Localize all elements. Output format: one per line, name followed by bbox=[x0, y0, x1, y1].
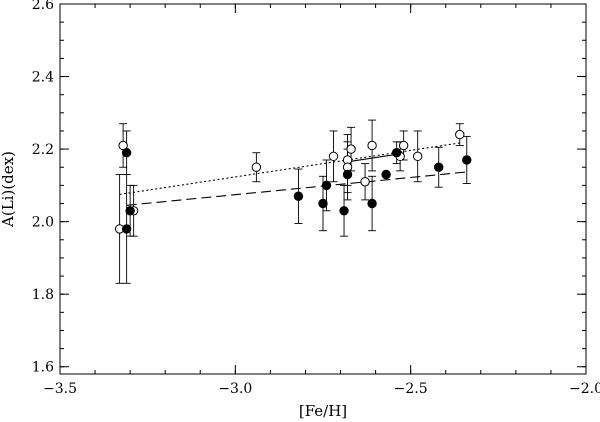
open-data-point bbox=[367, 140, 377, 151]
filled-data-point bbox=[125, 206, 135, 216]
y-tick-label: 2.4 bbox=[32, 70, 54, 86]
error-bars bbox=[115, 119, 471, 284]
axis-ticks bbox=[59, 3, 587, 374]
y-tick-label: 2.2 bbox=[32, 142, 54, 158]
open-data-point bbox=[398, 140, 409, 151]
fit-line-dashed bbox=[126, 171, 467, 206]
filled-data-point bbox=[321, 180, 332, 191]
fit-line-dotted bbox=[119, 142, 460, 195]
filled-data-point bbox=[391, 148, 402, 158]
y-tick-labels: 1.6 1.8 2.0 2.2 2.4 2.6 bbox=[32, 0, 54, 376]
fit-lines bbox=[119, 142, 467, 206]
filled-data-point bbox=[434, 162, 444, 172]
open-data-point bbox=[346, 144, 356, 154]
open-data-point bbox=[328, 151, 339, 162]
y-axis-title: A(Li)(dex) bbox=[0, 151, 17, 228]
x-tick-label: −3.5 bbox=[43, 381, 77, 397]
filled-data-point bbox=[121, 148, 132, 158]
y-tick-label: 2.0 bbox=[32, 215, 54, 231]
data-points bbox=[114, 129, 472, 234]
open-data-point bbox=[360, 177, 370, 187]
open-data-point bbox=[412, 151, 423, 162]
filled-data-point bbox=[367, 198, 377, 209]
filled-data-point bbox=[293, 191, 304, 201]
filled-data-point bbox=[318, 198, 328, 209]
filled-data-point bbox=[121, 224, 132, 234]
x-tick-label: −3.0 bbox=[218, 381, 252, 397]
y-tick-label: 1.6 bbox=[32, 360, 54, 376]
open-data-point bbox=[455, 129, 465, 140]
x-tick-label: −2.5 bbox=[394, 381, 428, 397]
filled-data-point bbox=[342, 169, 353, 180]
x-tick-labels: −3.5 −3.0 −2.5 −2.0 bbox=[43, 381, 600, 397]
plot-frame bbox=[59, 3, 587, 375]
filled-data-point bbox=[462, 155, 472, 165]
x-axis-title: [Fe/H] bbox=[299, 402, 347, 420]
y-tick-label: 1.8 bbox=[32, 287, 54, 303]
open-data-point bbox=[251, 162, 262, 172]
filled-data-point bbox=[381, 169, 391, 180]
fit-line-solid bbox=[347, 153, 401, 163]
x-tick-label: −2.0 bbox=[569, 381, 600, 397]
y-tick-label: 2.6 bbox=[32, 0, 54, 13]
filled-data-point bbox=[339, 206, 349, 216]
